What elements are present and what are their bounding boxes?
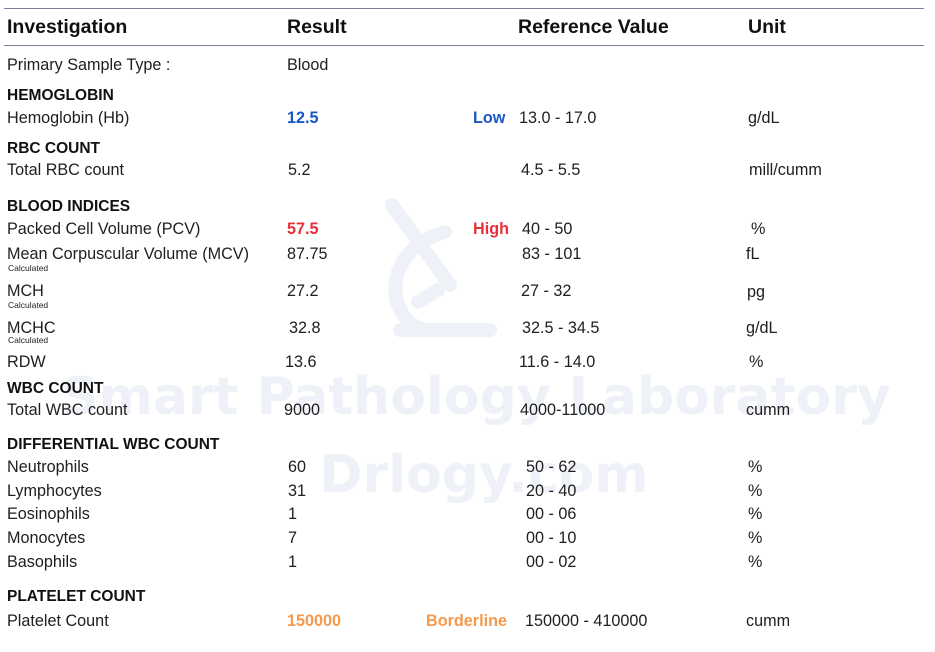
section-wbc: WBC COUNT (7, 380, 104, 397)
eosinophils-reference: 00 - 06 (526, 505, 577, 523)
section-differential: DIFFERENTIAL WBC COUNT (7, 436, 220, 453)
hemoglobin-name: Hemoglobin (Hb) (7, 109, 130, 127)
wbc-unit: cumm (746, 401, 791, 419)
neutrophils-unit: % (748, 458, 763, 476)
neutrophils-name: Neutrophils (7, 458, 89, 476)
lymphocytes-unit: % (748, 482, 763, 500)
platelet-reference: 150000 - 410000 (525, 612, 648, 630)
mchc-note: Calculated (8, 335, 49, 345)
mcv-reference: 83 - 101 (522, 245, 582, 263)
monocytes-unit: % (748, 529, 763, 547)
rdw-result: 13.6 (285, 353, 317, 371)
rdw-reference: 11.6 - 14.0 (519, 353, 596, 371)
section-hemoglobin: HEMOGLOBIN (7, 87, 114, 104)
section-rbc: RBC COUNT (7, 140, 100, 157)
mcv-result: 87.75 (287, 245, 328, 263)
lymphocytes-name: Lymphocytes (7, 482, 102, 500)
hemoglobin-reference: 13.0 - 17.0 (519, 109, 597, 127)
rbc-result: 5.2 (288, 161, 311, 179)
eosinophils-unit: % (748, 505, 763, 523)
section-platelet: PLATELET COUNT (7, 588, 146, 605)
sample-value: Blood (287, 56, 329, 74)
mchc-result: 32.8 (289, 319, 321, 337)
rdw-unit: % (749, 353, 764, 371)
hemoglobin-result: 12.5 (287, 109, 319, 127)
hemoglobin-flag: Low (473, 109, 506, 127)
lymphocytes-result: 31 (288, 482, 307, 500)
rbc-reference: 4.5 - 5.5 (521, 161, 581, 179)
platelet-name: Platelet Count (7, 612, 109, 630)
wbc-result: 9000 (284, 401, 321, 419)
monocytes-result: 7 (288, 529, 298, 547)
wbc-name: Total WBC count (7, 401, 128, 419)
header-result: Result (287, 16, 347, 38)
pcv-result: 57.5 (287, 220, 319, 238)
monocytes-reference: 00 - 10 (526, 529, 577, 547)
mcv-name: Mean Corpuscular Volume (MCV) (7, 245, 249, 263)
monocytes-name: Monocytes (7, 529, 86, 547)
basophils-reference: 00 - 02 (526, 553, 577, 571)
lymphocytes-reference: 20 - 40 (526, 482, 577, 500)
platelet-result: 150000 (287, 612, 342, 630)
rbc-unit: mill/cumm (749, 161, 822, 179)
header-reference: Reference Value (518, 16, 669, 38)
basophils-result: 1 (288, 553, 298, 571)
neutrophils-result: 60 (288, 458, 307, 476)
rbc-name: Total RBC count (7, 161, 124, 179)
mcv-note: Calculated (8, 263, 49, 273)
mchc-unit: g/dL (746, 319, 778, 337)
mch-name: MCH (7, 282, 44, 300)
header-investigation: Investigation (7, 16, 128, 38)
neutrophils-reference: 50 - 62 (526, 458, 577, 476)
hemoglobin-unit: g/dL (748, 109, 780, 127)
wbc-reference: 4000-11000 (520, 401, 606, 419)
top-rule (4, 8, 924, 9)
mch-unit: pg (747, 283, 766, 301)
watermark-line2: Drlogy.com (319, 445, 648, 505)
section-blood-indices: BLOOD INDICES (7, 198, 131, 215)
mcv-unit: fL (746, 245, 760, 263)
mch-note: Calculated (8, 300, 49, 310)
mchc-reference: 32.5 - 34.5 (522, 319, 600, 337)
header-unit: Unit (748, 16, 786, 38)
basophils-unit: % (748, 553, 763, 571)
rdw-name: RDW (7, 353, 46, 371)
sample-label: Primary Sample Type : (7, 56, 171, 74)
mch-reference: 27 - 32 (521, 282, 572, 300)
platelet-unit: cumm (746, 612, 791, 630)
eosinophils-result: 1 (288, 505, 298, 523)
platelet-flag: Borderline (426, 612, 507, 630)
pcv-flag: High (473, 220, 509, 238)
basophils-name: Basophils (7, 553, 78, 571)
pcv-unit: % (751, 220, 766, 238)
header-rule (4, 45, 924, 46)
mchc-name: MCHC (7, 319, 56, 337)
pcv-name: Packed Cell Volume (PCV) (7, 220, 201, 238)
mch-result: 27.2 (287, 282, 319, 300)
eosinophils-name: Eosinophils (7, 505, 90, 523)
pcv-reference: 40 - 50 (522, 220, 573, 238)
